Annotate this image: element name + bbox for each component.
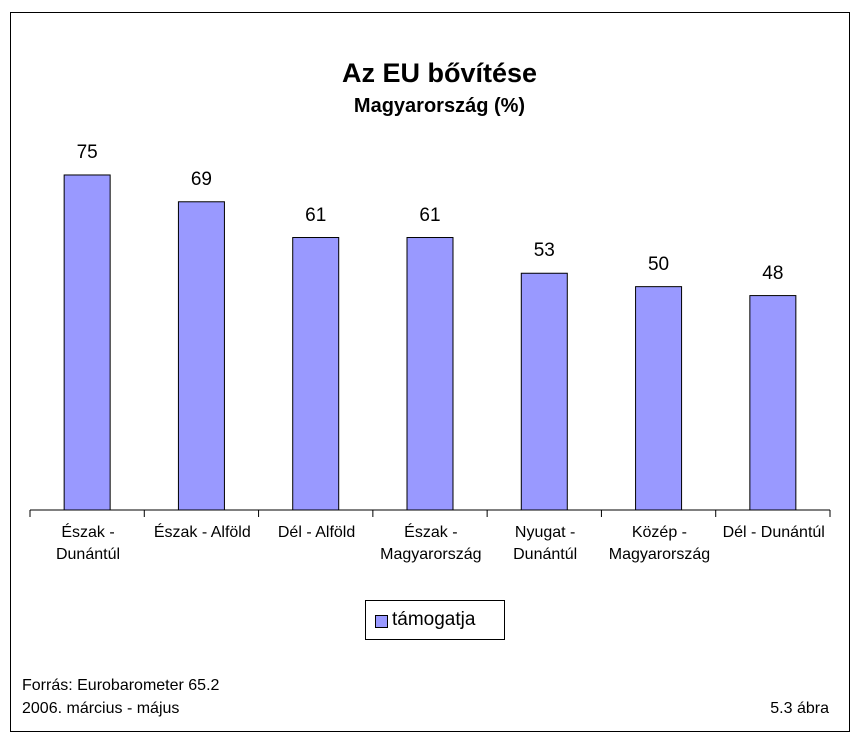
value-label: 69 xyxy=(190,168,212,190)
legend: támogatja xyxy=(365,600,505,640)
value-label: 61 xyxy=(419,204,441,226)
source-note: Forrás: Eurobarometer 65.2 xyxy=(22,677,220,694)
legend-swatch xyxy=(375,615,388,628)
value-label: 61 xyxy=(305,204,327,226)
bar xyxy=(635,286,683,511)
x-tick-label: Észak - Alföld xyxy=(153,524,251,541)
x-tick-label: Nyugat - Dunántúl xyxy=(513,524,578,563)
value-label: 48 xyxy=(762,262,784,284)
value-label: 50 xyxy=(647,253,670,275)
bar xyxy=(520,272,568,511)
period-note: 2006. március - május xyxy=(22,700,180,717)
value-label: 53 xyxy=(533,240,555,262)
legend-label: támogatja xyxy=(392,609,476,630)
value-label: 75 xyxy=(76,141,98,163)
x-tick-label: Dél - Dunántúl xyxy=(722,524,825,541)
bar xyxy=(63,174,111,511)
figure-number: 5.3 ábra xyxy=(770,700,829,717)
chart-subtitle: Magyarország (%) xyxy=(353,95,526,117)
x-tick-label: Észak - Dunántúl xyxy=(55,524,121,563)
x-tick-label: Észak - Magyarország xyxy=(380,524,482,563)
bar xyxy=(177,201,225,511)
bar xyxy=(749,295,797,511)
x-tick-label: Dél - Alföld xyxy=(277,524,356,541)
x-tick-label: Közép - Magyarország xyxy=(608,524,711,563)
chart-title: Az EU bővítése xyxy=(341,58,538,88)
bar xyxy=(292,237,340,511)
bar xyxy=(406,237,454,511)
